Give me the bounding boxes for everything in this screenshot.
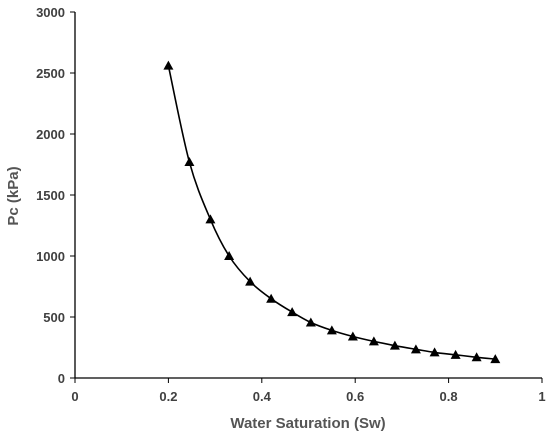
y-tick-label: 1000	[36, 249, 65, 264]
data-point-marker	[163, 60, 174, 70]
y-axis-title: Pc (kPa)	[5, 166, 22, 225]
x-tick-label: 0.4	[253, 389, 272, 404]
y-tick-label: 1500	[36, 188, 65, 203]
data-point-marker	[429, 347, 440, 357]
y-tick-label: 0	[58, 371, 65, 386]
data-point-marker	[471, 352, 482, 362]
x-tick-label: 0.2	[159, 389, 177, 404]
series-line	[167, 65, 496, 360]
data-point-marker	[245, 276, 256, 286]
data-point-marker	[368, 336, 379, 346]
y-tick-label: 2500	[36, 66, 65, 81]
data-point-marker	[450, 349, 461, 359]
y-axis-ticks: 0 500 1000 1500 2000 2500 3000	[36, 5, 75, 386]
x-tick-label: 0.8	[440, 389, 458, 404]
x-tick-label: 0	[71, 389, 78, 404]
data-point-marker	[205, 214, 216, 224]
data-point-marker	[184, 157, 195, 167]
data-point-marker	[326, 325, 337, 335]
y-tick-label: 500	[43, 310, 65, 325]
x-tick-label: 0.6	[346, 389, 364, 404]
data-point-marker	[347, 331, 358, 341]
series-markers	[163, 60, 501, 364]
x-tick-label: 1	[538, 389, 545, 404]
x-axis-ticks: 0 0.2 0.4 0.6 0.8 1	[71, 378, 546, 404]
data-point-marker	[410, 344, 421, 354]
x-axis-title: Water Saturation (Sw)	[230, 415, 385, 432]
y-tick-label: 2000	[36, 127, 65, 142]
data-point-marker	[266, 293, 277, 303]
data-point-marker	[287, 307, 298, 317]
data-point-marker	[305, 317, 316, 327]
data-point-marker	[389, 340, 400, 350]
data-point-marker	[224, 251, 235, 260]
y-tick-label: 3000	[36, 5, 65, 20]
data-point-marker	[490, 354, 501, 364]
